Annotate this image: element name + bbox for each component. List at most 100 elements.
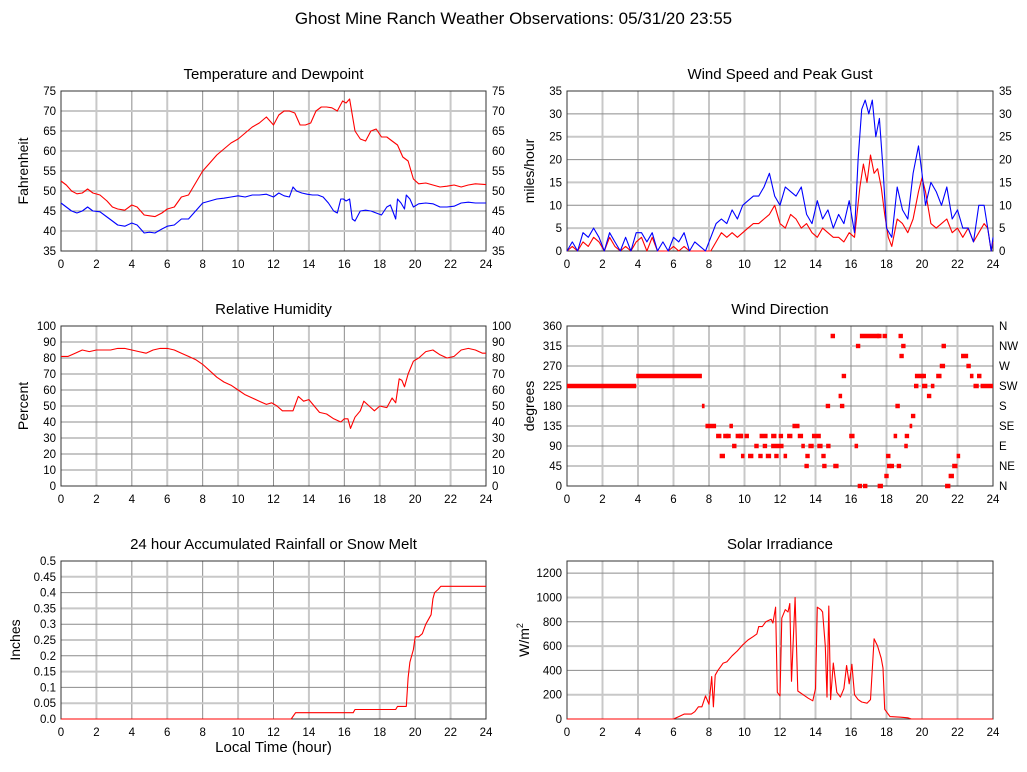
x-tick-label: 0 [564,727,570,739]
wind-direction-point [884,473,889,479]
y-tick-label: 45 [549,461,562,473]
right-y-tick-label: 15 [999,177,1012,189]
x-tick-label: 18 [880,727,893,739]
x-tick-label: 10 [232,259,245,271]
x-tick-label: 6 [670,727,676,739]
right-y-tick-label: 70 [492,369,505,381]
plot-frame [566,560,994,720]
x-tick-label: 6 [164,727,170,739]
y-tick-label: 65 [43,126,56,138]
right-y-tick-label: 0 [999,246,1005,258]
y-tick-label: 0 [556,714,562,726]
x-tick-label: 14 [303,494,316,506]
wind-direction-point [863,483,868,489]
y-axis-label: W/m2 [515,623,532,657]
x-tick-label: 0 [58,494,64,506]
x-tick-label: 6 [670,494,676,506]
wind-direction-point [762,443,768,449]
chart-title: Wind Direction [731,301,829,318]
right-y-tick-label: 35 [999,86,1012,98]
right-y-tick-label: 100 [492,321,511,333]
y-tick-label: 0.3 [40,619,56,631]
right-y-tick-label: SW [999,381,1018,393]
x-tick-label: 20 [409,259,422,271]
right-y-tick-label: 65 [492,126,505,138]
y-tick-label: 20 [43,449,56,461]
x-tick-label: 12 [267,494,280,506]
right-y-tick-label: 20 [492,449,505,461]
y-tick-label: 30 [43,433,56,445]
wind-direction-point [926,393,932,399]
page-title: Ghost Mine Ranch Weather Observations: 0… [294,9,733,28]
y-tick-label: 70 [43,369,56,381]
plot-frame [60,90,487,252]
y-tick-label: 0.5 [40,556,56,568]
right-y-tick-label: 30 [492,433,505,445]
chart-title: Temperature and Dewpoint [183,66,364,83]
y-tick-label: 1000 [536,592,562,604]
right-y-tick-label: 60 [492,385,505,397]
y-axis-label: Fahrenheit [15,137,31,204]
wind-direction-point [805,453,810,459]
x-tick-label: 8 [706,727,712,739]
y-axis-label: Percent [15,382,31,430]
x-tick-label: 22 [951,259,964,271]
y-axis-label-unit: W/m [516,628,532,657]
wind-direction-point [901,343,906,349]
x-tick-label: 10 [738,727,751,739]
wind-direction-point [898,333,903,339]
x-tick-label: 8 [199,727,205,739]
x-tick-label: 10 [738,494,751,506]
right-y-tick-label: SE [999,421,1015,433]
y-tick-label: 90 [549,441,562,453]
wind-direction-point [726,433,731,439]
y-tick-label: 360 [543,321,562,333]
right-y-tick-label: 50 [492,186,505,198]
x-tick-label: 22 [951,727,964,739]
wind-direction-point [886,463,892,469]
x-tick-label: 18 [373,727,386,739]
y-tick-label: 0.45 [34,572,56,584]
wind-direction-point [822,463,827,469]
y-tick-label: 0.0 [40,714,56,726]
y-tick-label: 1200 [536,568,562,580]
temperature-line [60,98,487,218]
x-tick-label: 16 [845,494,858,506]
y-tick-label: 60 [43,146,56,158]
y-tick-label: 400 [543,665,562,677]
wind-direction-point [841,373,847,379]
x-tick-label: 16 [338,259,351,271]
y-tick-label: 800 [543,617,562,629]
right-y-tick-label: 45 [492,206,505,218]
x-tick-label: 16 [338,494,351,506]
y-tick-label: 90 [43,337,56,349]
y-tick-label: 0.05 [34,698,56,710]
x-tick-label: 24 [987,259,1000,271]
x-tick-label: 20 [409,727,422,739]
right-y-tick-label: 40 [492,417,505,429]
x-tick-label: 16 [338,727,351,739]
y-tick-label: 35 [43,246,56,258]
x-tick-label: 8 [199,259,205,271]
x-tick-label: 12 [774,494,787,506]
right-y-tick-label: 10 [492,465,505,477]
wind-direction-point [886,453,891,459]
x-tick-label: 24 [480,494,493,506]
y-tick-label: 270 [543,361,562,373]
x-tick-label: 6 [164,494,170,506]
y-tick-label: 0.15 [34,667,56,679]
right-y-tick-label: NW [999,341,1018,353]
x-tick-label: 4 [635,727,642,739]
y-tick-label: 0 [556,246,562,258]
y-axis-label: degrees [521,381,537,432]
right-y-tick-label: N [999,481,1007,493]
wind-direction-point [910,413,916,419]
right-y-tick-label: 25 [999,132,1012,144]
chart-title: 24 hour Accumulated Rainfall or Snow Mel… [130,536,418,553]
x-tick-label: 14 [809,494,822,506]
